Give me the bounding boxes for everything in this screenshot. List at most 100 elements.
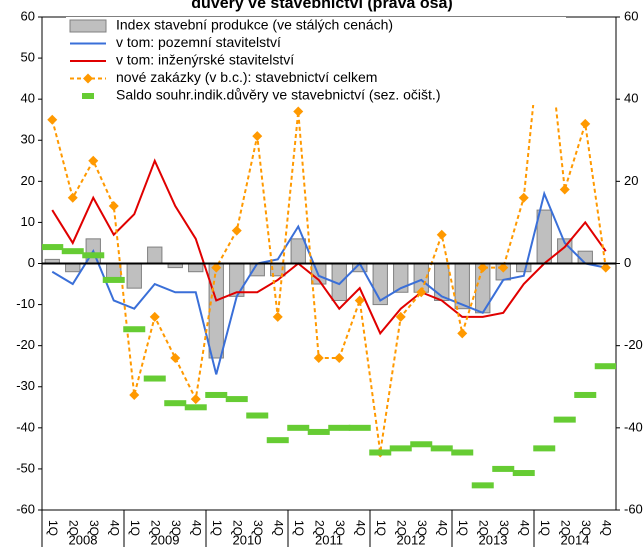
diamond: [272, 311, 283, 322]
diamond: [190, 394, 201, 405]
year-label: 2014: [561, 532, 590, 547]
dash-marker: [328, 424, 351, 431]
diamond: [108, 200, 119, 211]
x-tick-label: 4Q: [436, 520, 450, 536]
x-tick-label: 3Q: [251, 520, 265, 536]
y-tick-label: -10: [16, 296, 35, 311]
dash-marker: [164, 400, 187, 407]
legend-symbol: [69, 19, 107, 33]
dash-marker: [553, 416, 576, 423]
dash-marker: [102, 276, 125, 283]
year-label: 2010: [233, 532, 262, 547]
diamond: [313, 352, 324, 363]
dash-marker: [307, 428, 330, 435]
dash-marker: [61, 248, 84, 255]
legend-symbol: [83, 73, 93, 84]
x-tick-label: 2Q: [477, 520, 491, 536]
x-tick-label: 4Q: [518, 520, 532, 536]
x-tick-label: 3Q: [87, 520, 101, 536]
line: [51, 158, 607, 336]
y2-tick-label: 20: [624, 173, 638, 188]
dash-marker: [266, 437, 289, 444]
x-tick-label: 4Q: [600, 520, 614, 536]
diamond: [170, 352, 181, 363]
year-label: 2012: [397, 532, 426, 547]
diamond: [334, 352, 345, 363]
diamond: [293, 106, 304, 117]
legend-label: v tom: inženýrské stavitelství: [116, 52, 294, 68]
dash-marker: [42, 244, 64, 251]
year-label: 2011: [315, 532, 343, 547]
bar: [290, 238, 306, 265]
y-tick-label: 50: [21, 50, 35, 65]
dash-marker: [143, 375, 166, 382]
diamond: [600, 262, 611, 273]
year-label: 2013: [479, 532, 508, 547]
y2-tick-label: -20: [624, 337, 643, 352]
legend-symbol: [82, 93, 94, 99]
x-tick-label: 1Q: [292, 520, 306, 536]
y2-tick-label: -40: [624, 419, 643, 434]
y-tick-label: 30: [21, 132, 35, 147]
x-tick-label: 3Q: [333, 520, 347, 536]
diamond: [231, 225, 242, 236]
dash-marker: [348, 424, 371, 431]
y-tick-label: -60: [16, 501, 35, 516]
diamond: [67, 192, 78, 203]
legend-label: v tom: pozemní stavitelství: [116, 34, 281, 50]
dash-marker: [574, 391, 597, 398]
dash-marker: [451, 449, 474, 456]
y-tick-label: 40: [21, 91, 35, 106]
y-tick-label: 0: [28, 255, 35, 270]
x-tick-label: 1Q: [128, 520, 142, 536]
dash-marker: [471, 482, 494, 489]
dash-marker: [594, 363, 616, 370]
diamond: [47, 114, 58, 125]
x-tick-label: 2Q: [67, 520, 81, 536]
plot: [42, 0, 616, 489]
diamond: [211, 262, 222, 273]
year-label: 2009: [151, 532, 180, 547]
legend-box: [66, 17, 566, 105]
dash-marker: [410, 441, 433, 448]
dash-marker: [205, 391, 228, 398]
x-tick-label: 3Q: [579, 520, 593, 536]
x-tick-label: 1Q: [374, 520, 388, 536]
bar: [536, 209, 552, 264]
bar: [434, 263, 450, 301]
x-tick-label: 4Q: [354, 520, 368, 536]
dash-marker: [492, 465, 515, 472]
year-label: 2008: [69, 532, 98, 547]
y-tick-label: 10: [21, 214, 35, 229]
diamond: [518, 192, 529, 203]
diamond: [354, 295, 365, 306]
diamond: [436, 229, 447, 240]
y-tick-label: -20: [16, 337, 35, 352]
bar: [126, 263, 142, 289]
dash-marker: [123, 326, 146, 333]
x-tick-label: 2Q: [313, 520, 327, 536]
dash-marker: [533, 445, 556, 452]
x-tick-label: 3Q: [497, 520, 511, 536]
x-tick-label: 4Q: [272, 520, 286, 536]
dash-marker: [225, 396, 248, 403]
diamond: [129, 389, 140, 400]
diamond: [252, 131, 263, 142]
dash-marker: [82, 252, 105, 259]
x-tick-label: 2Q: [149, 520, 163, 536]
x-tick-label: 1Q: [210, 520, 224, 536]
y-tick-label: -30: [16, 378, 35, 393]
dash-marker: [246, 412, 269, 419]
dash-marker: [389, 445, 412, 452]
x-tick-label: 1Q: [538, 520, 552, 536]
chart-title: důvěry ve stavebnictví (pravá osa): [191, 0, 452, 12]
y-tick-label: -50: [16, 460, 35, 475]
diamond: [88, 155, 99, 166]
diamond: [539, 0, 549, 1]
x-tick-label: 1Q: [46, 520, 60, 536]
diamond: [559, 184, 570, 195]
diamond: [395, 311, 406, 322]
diamond: [477, 262, 488, 273]
